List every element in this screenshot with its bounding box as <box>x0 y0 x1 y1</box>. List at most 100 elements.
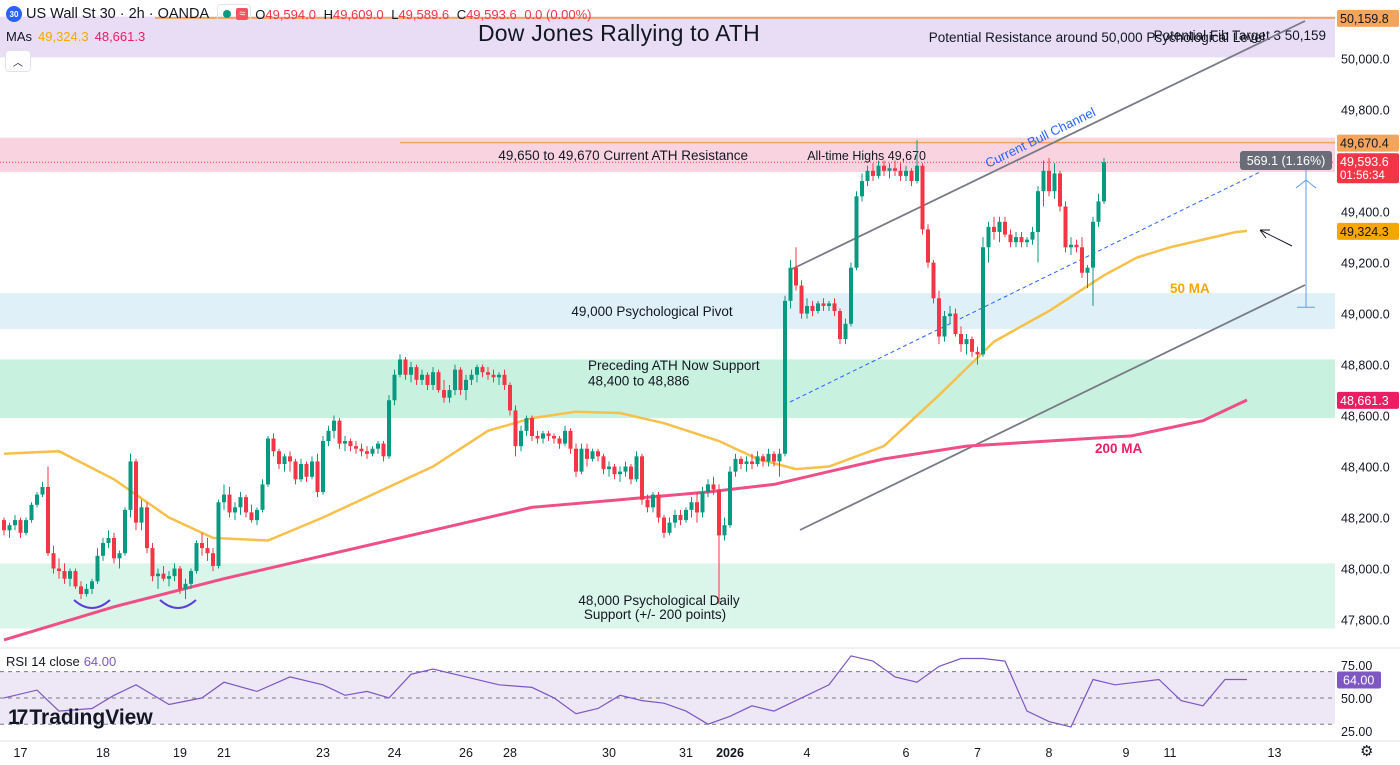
x-tick-label: 30 <box>602 746 616 760</box>
x-tick-label: 7 <box>974 746 981 760</box>
price-tag <box>1337 153 1399 184</box>
candle-body <box>964 339 969 345</box>
tradingview-logo[interactable]: 17 TradingView <box>8 706 153 730</box>
candle-body <box>1063 206 1068 248</box>
price-tag <box>1337 222 1399 240</box>
x-tick-label: 19 <box>173 746 187 760</box>
candle-body <box>156 573 160 577</box>
rsi-value-tag-label: 64.00 <box>1343 674 1374 688</box>
candle-body <box>35 494 39 505</box>
candle-body <box>1069 244 1073 248</box>
candle-body <box>645 499 650 508</box>
candle-body <box>387 400 391 457</box>
candle-body <box>678 514 683 521</box>
price-tag-label: 49,593.6 <box>1340 155 1389 169</box>
ma50-label: 50 MA <box>1170 281 1210 296</box>
candle-body <box>656 494 661 518</box>
candle-body <box>849 267 853 324</box>
rsi-value: 64.00 <box>83 654 117 669</box>
gear-icon[interactable]: ⚙ <box>1360 743 1374 760</box>
price-tag-label: 49,670.4 <box>1340 137 1389 151</box>
zone-label-ath: 49,650 to 49,670 Current ATH Resistance <box>498 148 748 163</box>
candle-body <box>508 384 512 411</box>
candle-body <box>695 502 699 513</box>
candle-body <box>766 453 771 462</box>
candle-body <box>420 374 424 380</box>
y-tick-label: 49,800.0 <box>1341 104 1390 118</box>
rsi-line <box>3 655 1247 728</box>
candle-body <box>458 369 463 391</box>
x-tick-label: 18 <box>96 746 110 760</box>
ma50-value: 49,324.3 <box>38 29 89 44</box>
candle-body <box>282 456 287 464</box>
candle-body <box>959 333 963 345</box>
moving-averages-legend[interactable]: MAs 49,324.3 48,661.3 <box>6 29 145 44</box>
price-tag-label: 49,324.3 <box>1340 225 1389 239</box>
candle-body <box>1080 247 1084 273</box>
low-value: 49,589.6 <box>398 6 450 22</box>
candle-body <box>18 520 23 533</box>
chart-title: Dow Jones Rallying to ATH <box>478 20 760 46</box>
candle-body <box>1102 162 1106 202</box>
candle-body <box>640 456 644 500</box>
candle-body <box>79 586 83 595</box>
measure-badge <box>1240 151 1332 170</box>
candle-body <box>585 448 589 459</box>
candle-body <box>552 435 556 439</box>
candle-body <box>1003 221 1007 235</box>
symbol-badge[interactable]: 30 <box>6 6 22 22</box>
candle-body <box>618 471 622 475</box>
candle-body <box>299 463 303 480</box>
candle-body <box>271 438 276 452</box>
candle-body <box>783 300 787 454</box>
price-axis-bg <box>1335 0 1400 765</box>
x-tick-label: 8 <box>1046 746 1053 760</box>
x-tick-label: 24 <box>388 746 402 760</box>
candle-body <box>1096 201 1101 222</box>
candle-body <box>722 525 727 536</box>
candle-body <box>62 571 67 579</box>
candle-body <box>557 438 562 444</box>
x-tick-label: 6 <box>903 746 910 760</box>
candle-body <box>739 458 743 464</box>
market-status-pill[interactable]: ≈ <box>217 4 252 24</box>
mas-label: MAs <box>6 29 32 44</box>
candle-body <box>937 298 941 337</box>
candle-body <box>255 509 259 521</box>
rsi-legend[interactable]: RSI 14 close 64.00 <box>6 654 116 669</box>
candle-body <box>1008 234 1013 243</box>
ma200-label: 200 MA <box>1095 441 1143 456</box>
candle-body <box>706 484 710 493</box>
price-tag <box>1337 134 1399 152</box>
candle-body <box>2 520 6 531</box>
candle-body <box>788 267 793 301</box>
tradingview-wordmark: TradingView <box>29 706 153 729</box>
x-tick-label: 23 <box>316 746 330 760</box>
y-tick-label: 48,000.0 <box>1341 563 1390 577</box>
candle-body <box>161 573 166 579</box>
rsi-tick-label: 25.00 <box>1341 725 1372 739</box>
candle-body <box>546 433 551 436</box>
candle-body <box>865 170 870 182</box>
rsi-value-tag <box>1337 671 1381 689</box>
candle-body <box>337 420 342 444</box>
candle-body <box>277 451 281 464</box>
candle-body <box>222 494 226 503</box>
candle-body <box>359 448 364 452</box>
candle-body <box>365 451 369 454</box>
candle-body <box>150 548 155 577</box>
candle-body <box>651 494 655 508</box>
candle-body <box>112 537 116 559</box>
candle-body <box>810 305 815 312</box>
candle-body <box>233 507 237 513</box>
candle-body <box>403 359 408 375</box>
candle-body <box>942 316 947 337</box>
candle-body <box>90 581 94 589</box>
chevron-up-icon[interactable]: ︿ <box>5 50 31 72</box>
symbol-name[interactable]: US Wall St 30 · 2h · OANDA <box>26 6 210 22</box>
x-tick-label: 31 <box>679 746 693 760</box>
candle-body <box>1036 191 1040 232</box>
candle-body <box>915 165 919 182</box>
change-value: 0.0 (0.00%) <box>524 6 592 22</box>
